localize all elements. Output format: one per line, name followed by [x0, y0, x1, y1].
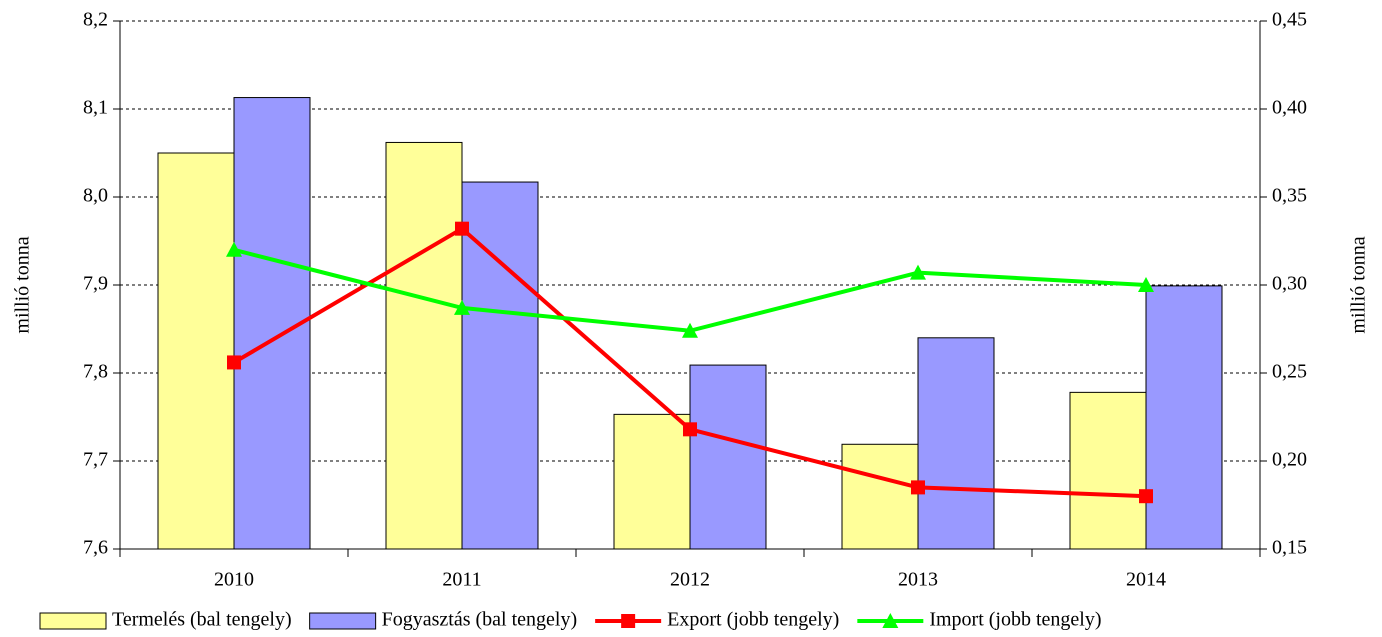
y2-tick-label: 0,40 [1272, 97, 1307, 119]
point [911, 480, 925, 495]
y-tick-label: 7,8 [83, 361, 108, 383]
legend-swatch [39, 612, 107, 630]
bar [917, 337, 995, 550]
bar [157, 152, 235, 550]
y2-tick-label: 0,30 [1272, 273, 1307, 295]
point [226, 241, 242, 257]
bar [1069, 391, 1147, 550]
y2-tick-label: 0,25 [1272, 361, 1307, 383]
x-tick-label: 2014 [1126, 569, 1166, 591]
x-tick-label: 2012 [670, 569, 710, 591]
legend-swatch [309, 612, 377, 630]
legend-marker [882, 613, 899, 628]
y2-tick-label: 0,35 [1272, 185, 1307, 207]
point [455, 221, 469, 236]
x-tick-label: 2013 [898, 569, 938, 591]
y-tick-label: 8,2 [83, 9, 108, 31]
y-axis-label: millió tonna [12, 236, 34, 333]
y2-tick-label: 0,45 [1272, 9, 1307, 31]
point [1138, 277, 1154, 292]
y-tick-label: 7,7 [83, 449, 108, 471]
bar [689, 364, 767, 550]
legend-label: Termelés (bal tengely) [112, 609, 292, 631]
point [683, 422, 697, 437]
point [910, 264, 926, 280]
point [682, 322, 698, 338]
y2-tick-label: 0,15 [1272, 537, 1307, 559]
legend-marker [621, 614, 636, 628]
y-tick-label: 7,9 [83, 273, 108, 295]
bar [613, 413, 691, 550]
x-tick-label: 2011 [442, 569, 481, 591]
point [227, 355, 241, 370]
bar [385, 141, 463, 550]
legend-label: Export (jobb tengely) [667, 609, 839, 631]
bar [461, 181, 539, 550]
y-tick-label: 8,0 [83, 185, 108, 207]
point [1139, 489, 1153, 504]
x-tick-label: 2010 [214, 569, 254, 591]
bar [841, 443, 919, 550]
y2-tick-label: 0,20 [1272, 449, 1307, 471]
y-tick-label: 8,1 [83, 97, 108, 119]
line [233, 247, 1147, 333]
y2-axis-label: millió tonna [1348, 236, 1370, 333]
legend-label: Fogyasztás (bal tengely) [382, 609, 578, 631]
legend-label: Import (jobb tengely) [929, 609, 1101, 631]
point [454, 299, 470, 315]
y-tick-label: 7,6 [83, 537, 108, 559]
bar [1145, 285, 1223, 550]
